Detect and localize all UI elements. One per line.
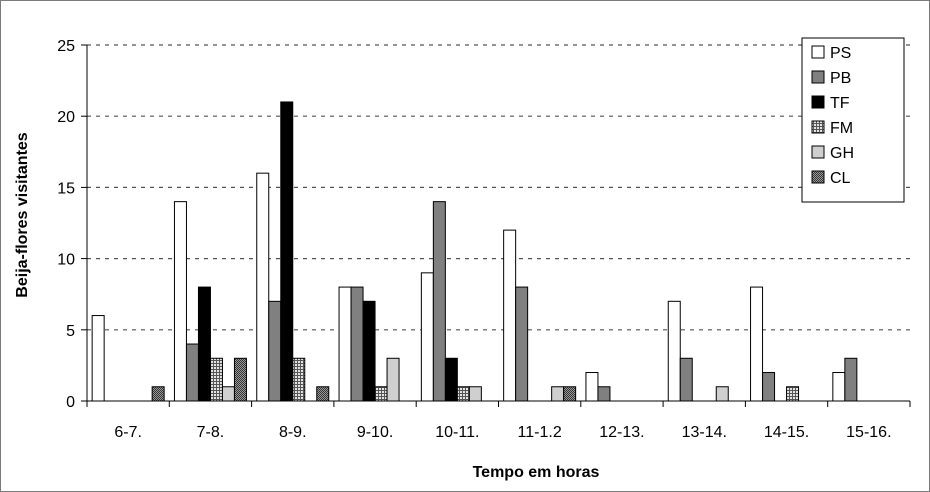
bar-fm-3 — [292, 357, 306, 402]
legend-label-tf: TF — [830, 95, 850, 112]
bar-gh-6 — [551, 386, 565, 402]
bar-ps-6 — [503, 229, 517, 402]
bar-fm-5 — [456, 386, 470, 402]
bars — [91, 101, 858, 402]
bar-ps-7 — [585, 372, 599, 402]
bar-fm-9 — [786, 386, 800, 402]
bar-cl-1 — [151, 386, 165, 402]
x-tick-label: 7-8. — [197, 424, 225, 441]
legend-label-ps: PS — [830, 45, 851, 62]
y-axis-label: Beija-flores visitantes — [14, 132, 31, 298]
x-tick-labels: 6-7. 7-8. 8-9. 9-10. 10-11. 11-1.2 12-13. 13-14… — [114, 424, 891, 441]
x-tick-label: 10-11. — [435, 424, 479, 441]
y-tick-label: 20 — [57, 109, 75, 126]
bar-pb-9 — [762, 372, 776, 402]
bar-pb-6 — [515, 286, 529, 402]
legend-label-cl: CL — [830, 170, 851, 187]
bar-gh-2 — [221, 386, 235, 402]
bar-ps-8 — [667, 300, 681, 402]
bar-tf-5 — [444, 357, 458, 402]
y-tick-label: 0 — [66, 394, 75, 411]
bar-pb-8 — [679, 357, 693, 402]
bar-gh-5 — [468, 386, 482, 402]
gridlines — [87, 44, 910, 331]
x-tick-label: 11-1.2 — [518, 424, 562, 441]
legend: PS PB TF FM GH CL — [801, 37, 905, 203]
y-tick-label: 25 — [57, 38, 75, 55]
legend-swatch-fm — [811, 120, 825, 134]
bar-cl-6 — [563, 386, 577, 402]
y-tick-label: 10 — [57, 252, 75, 269]
bar-pb-5 — [432, 201, 446, 402]
bar-pb-2 — [185, 343, 199, 402]
legend-label-pb: PB — [830, 70, 851, 87]
x-tick-label: 12-13. — [599, 424, 644, 441]
y-tick-label: 15 — [57, 180, 75, 197]
legend-swatch-gh — [811, 145, 825, 159]
bar-pb-3 — [268, 300, 282, 402]
bar-ps-10 — [832, 372, 846, 402]
legend-swatch-tf — [811, 95, 825, 109]
bar-pb-7 — [597, 386, 611, 402]
legend-label-fm: FM — [830, 120, 853, 137]
x-axis-label: Tempo em horas — [473, 464, 600, 481]
axes — [81, 44, 911, 407]
bar-fm-4 — [374, 386, 388, 402]
bar-pb-10 — [844, 357, 858, 402]
legend-swatch-cl — [811, 170, 825, 184]
legend-swatch-ps — [811, 45, 825, 59]
y-tick-label: 5 — [66, 323, 75, 340]
bar-ps-3 — [256, 172, 270, 402]
legend-swatch-pb — [811, 70, 825, 84]
legend-label-gh: GH — [830, 145, 854, 162]
y-tick-labels: 0 5 10 15 20 25 — [57, 38, 75, 411]
bar-gh-8 — [715, 386, 729, 402]
bar-tf-3 — [280, 101, 294, 402]
x-tick-label: 15-16. — [846, 424, 891, 441]
bar-fm-2 — [209, 357, 223, 402]
x-tick-label: 9-10. — [357, 424, 393, 441]
x-tick-label: 8-9. — [279, 424, 307, 441]
bar-ps-1 — [91, 315, 105, 402]
x-tick-label: 6-7. — [114, 424, 142, 441]
bar-tf-2 — [197, 286, 211, 402]
bar-ps-4 — [338, 286, 352, 402]
bar-tf-4 — [362, 300, 376, 402]
x-tick-label: 13-14. — [682, 424, 727, 441]
bar-ps-2 — [173, 201, 187, 402]
bar-ps-5 — [420, 272, 434, 402]
bar-cl-2 — [233, 357, 247, 402]
bar-pb-4 — [350, 286, 364, 402]
x-tick-label: 14-15. — [764, 424, 809, 441]
bar-gh-4 — [386, 357, 400, 402]
bar-ps-9 — [750, 286, 764, 402]
bar-cl-3 — [316, 386, 330, 402]
